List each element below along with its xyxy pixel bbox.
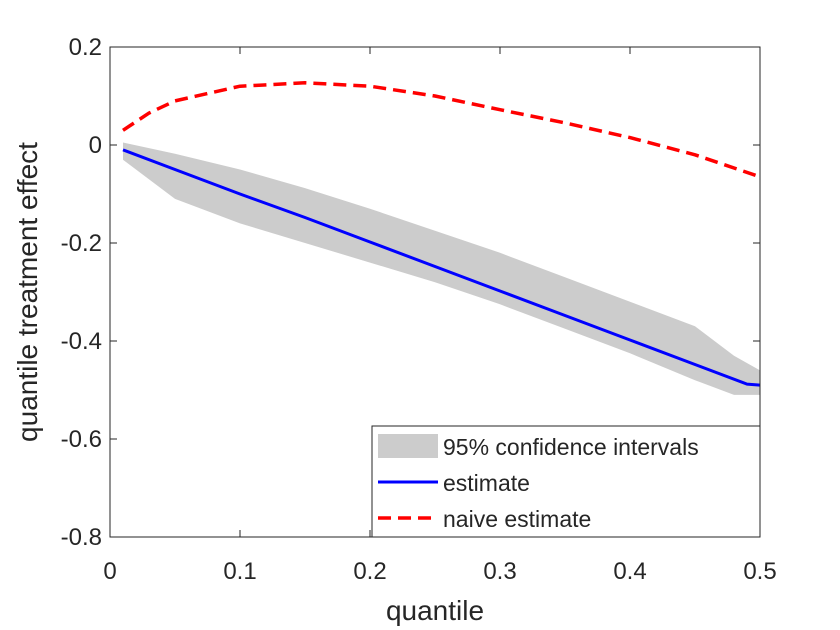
- series-line-estimate: [122, 148, 761, 387]
- series-layer: [122, 81, 761, 387]
- ticks-layer: 0 0.1 0.2 0.3 0.4 0.5 -0.8 -0.6 -0.4 -0.2 0 0.2: [61, 34, 777, 585]
- series-line-naive-estimate: [122, 81, 761, 179]
- legend-label-estimate: estimate: [443, 470, 530, 496]
- y-axis-label: quantile treatment effect: [12, 142, 43, 442]
- x-tick-label: 0.4: [613, 558, 646, 585]
- y-tick-label: -0.4: [61, 328, 102, 355]
- legend: 95% confidence intervals estimate naive …: [371, 425, 761, 538]
- y-tick-label: -0.2: [61, 230, 102, 257]
- x-tick-label: 0.5: [743, 558, 776, 585]
- y-tick-label: 0: [89, 132, 102, 159]
- x-tick-label: 0.1: [223, 558, 256, 585]
- x-axis-label: quantile: [386, 595, 484, 626]
- x-tick-label: 0.2: [353, 558, 386, 585]
- y-tick-label: -0.6: [61, 426, 102, 453]
- y-tick-label: -0.8: [61, 524, 102, 551]
- legend-label-naive-estimate: naive estimate: [443, 506, 591, 532]
- y-tick-label: 0.2: [69, 34, 102, 61]
- x-tick-label: 0.3: [483, 558, 516, 585]
- legend-band-swatch: [378, 434, 438, 458]
- x-tick-label: 0: [103, 558, 116, 585]
- legend-label-band: 95% confidence intervals: [443, 434, 699, 460]
